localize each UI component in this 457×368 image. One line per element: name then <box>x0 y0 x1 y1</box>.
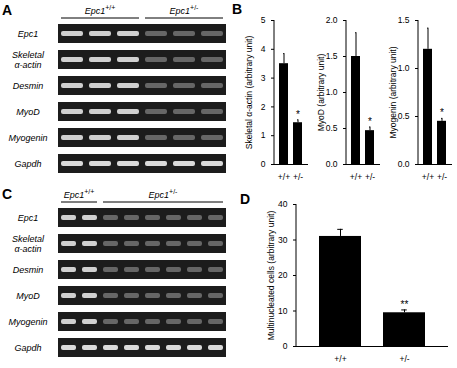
svg-text:Epc1+/+: Epc1+/+ <box>85 4 116 16</box>
svg-text:Epc1+/-: Epc1+/- <box>149 188 179 200</box>
svg-text:*: * <box>296 109 300 120</box>
svg-text:1.0: 1.0 <box>398 63 410 73</box>
svg-text:+/+: +/+ <box>350 172 362 182</box>
svg-text:+/+: +/+ <box>334 354 346 364</box>
svg-text:Myogenin: Myogenin <box>8 133 47 143</box>
svg-text:Skeletalα-actin: Skeletalα-actin <box>12 234 45 254</box>
svg-text:+/-: +/- <box>399 354 409 364</box>
svg-text:Gapdh: Gapdh <box>14 343 41 353</box>
svg-text:Skeletalα-actin: Skeletalα-actin <box>12 50 45 70</box>
svg-text:+/+: +/+ <box>278 172 290 182</box>
html-text:D: D <box>240 191 251 207</box>
svg-text:+/+: +/+ <box>422 172 434 182</box>
svg-text:1.5: 1.5 <box>398 15 410 25</box>
svg-text:Epc1: Epc1 <box>18 213 39 223</box>
svg-text:+/-: +/- <box>437 172 447 182</box>
svg-text:1.0: 1.0 <box>326 87 338 97</box>
svg-text:Gapdh: Gapdh <box>14 159 41 169</box>
svg-text:0: 0 <box>283 341 288 351</box>
svg-text:0.0: 0.0 <box>326 159 338 169</box>
html-text:A: A <box>2 2 13 18</box>
svg-text:Myogenin (arbitrary unit): Myogenin (arbitrary unit) <box>388 46 398 138</box>
svg-text:40: 40 <box>278 199 288 209</box>
svg-text:MyoD: MyoD <box>16 107 40 117</box>
svg-text:0.5: 0.5 <box>326 123 338 133</box>
svg-text:*: * <box>440 107 444 118</box>
svg-text:MyoD: MyoD <box>16 291 40 301</box>
svg-text:MyoD (arbitrary unit): MyoD (arbitrary unit) <box>316 54 326 132</box>
svg-text:+/-: +/- <box>365 172 375 182</box>
svg-text:10: 10 <box>278 306 288 316</box>
svg-text:0.5: 0.5 <box>398 111 410 121</box>
svg-text:Skeletal α-actin (arbitrary un: Skeletal α-actin (arbitrary unit) <box>244 36 254 150</box>
svg-text:5: 5 <box>261 15 266 25</box>
svg-text:Epc1: Epc1 <box>18 29 39 39</box>
html-text:C: C <box>2 186 13 202</box>
svg-text:Desmin: Desmin <box>13 265 44 275</box>
svg-text:1.5: 1.5 <box>326 51 338 61</box>
html-text:B: B <box>232 1 243 17</box>
svg-text:3: 3 <box>261 73 266 83</box>
svg-text:1: 1 <box>261 130 266 140</box>
svg-text:*: * <box>368 116 372 127</box>
svg-text:2: 2 <box>261 102 266 112</box>
svg-text:Epc1+/+: Epc1+/+ <box>64 188 95 200</box>
svg-text:4: 4 <box>261 44 266 54</box>
svg-text:Myogenin: Myogenin <box>8 317 47 327</box>
svg-text:Desmin: Desmin <box>13 81 44 91</box>
svg-text:Epc1+/-: Epc1+/- <box>170 4 200 16</box>
svg-text:30: 30 <box>278 235 288 245</box>
svg-text:Multinucleated cells (arbitrar: Multinucleated cells (arbitrary unit) <box>266 211 276 341</box>
svg-text:20: 20 <box>278 270 288 280</box>
svg-text:**: ** <box>401 299 409 310</box>
svg-text:+/-: +/- <box>293 172 303 182</box>
svg-text:0.0: 0.0 <box>398 159 410 169</box>
svg-text:0: 0 <box>261 159 266 169</box>
svg-text:2.0: 2.0 <box>326 15 338 25</box>
